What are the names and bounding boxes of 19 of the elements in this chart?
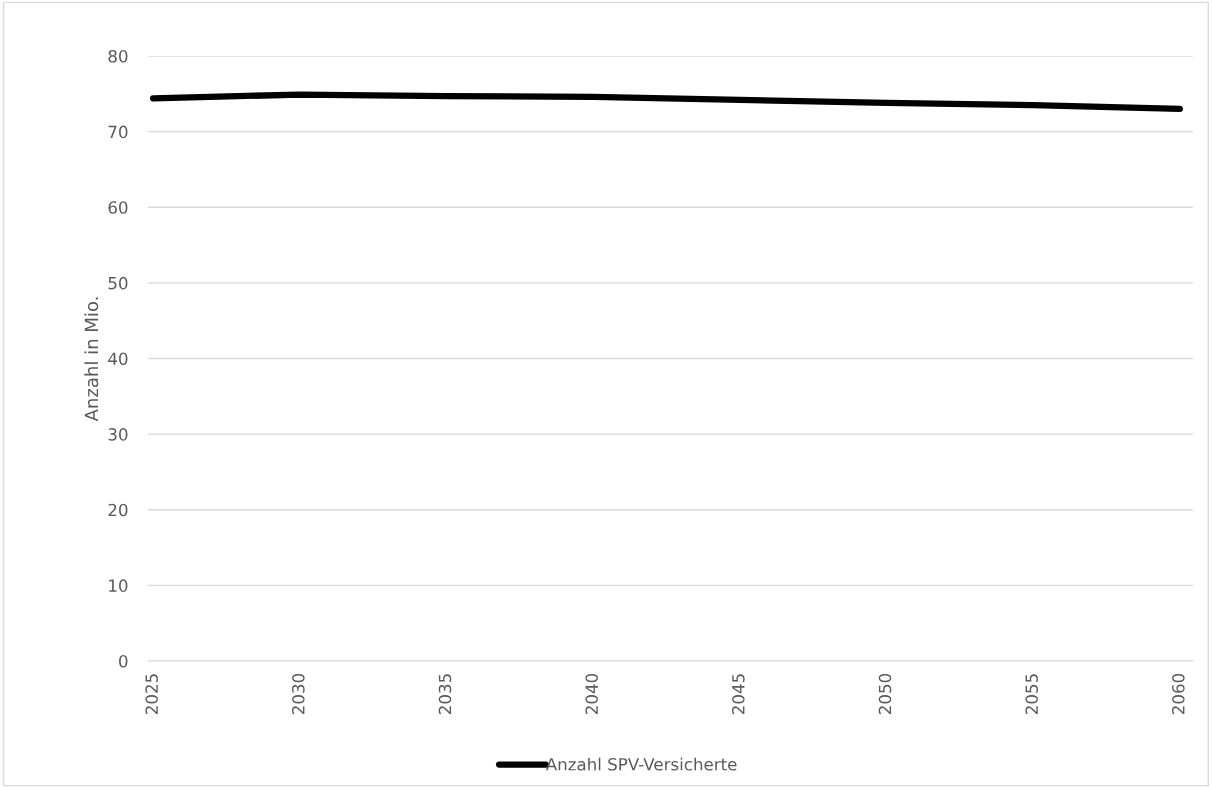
y-tick-label: 60 — [108, 201, 128, 214]
x-tick-label: 2030 — [292, 673, 305, 714]
x-tick-label: 2040 — [585, 673, 598, 714]
y-tick-label: 10 — [109, 579, 128, 592]
y-tick-label: 30 — [108, 428, 128, 441]
x-tick-label: 2025 — [145, 674, 158, 714]
y-tick-label: 0 — [119, 654, 128, 668]
x-tick-label: 2035 — [438, 674, 452, 714]
y-tick-label: 50 — [108, 276, 128, 290]
x-tick-label: 2055 — [1025, 674, 1038, 714]
x-tick-label: 2050 — [878, 673, 892, 714]
y-axis-title: Anzahl in Mio. — [84, 297, 99, 422]
legend-label: Anzahl SPV-Versicherte — [545, 757, 737, 771]
x-tick-label: 2045 — [732, 674, 745, 714]
y-tick-label: 40 — [108, 352, 128, 366]
y-tick-label: 20 — [108, 503, 128, 517]
y-tick-label: 70 — [108, 125, 128, 139]
x-tick-label: 2060 — [1172, 673, 1185, 714]
y-tick-label: 80 — [108, 49, 128, 63]
